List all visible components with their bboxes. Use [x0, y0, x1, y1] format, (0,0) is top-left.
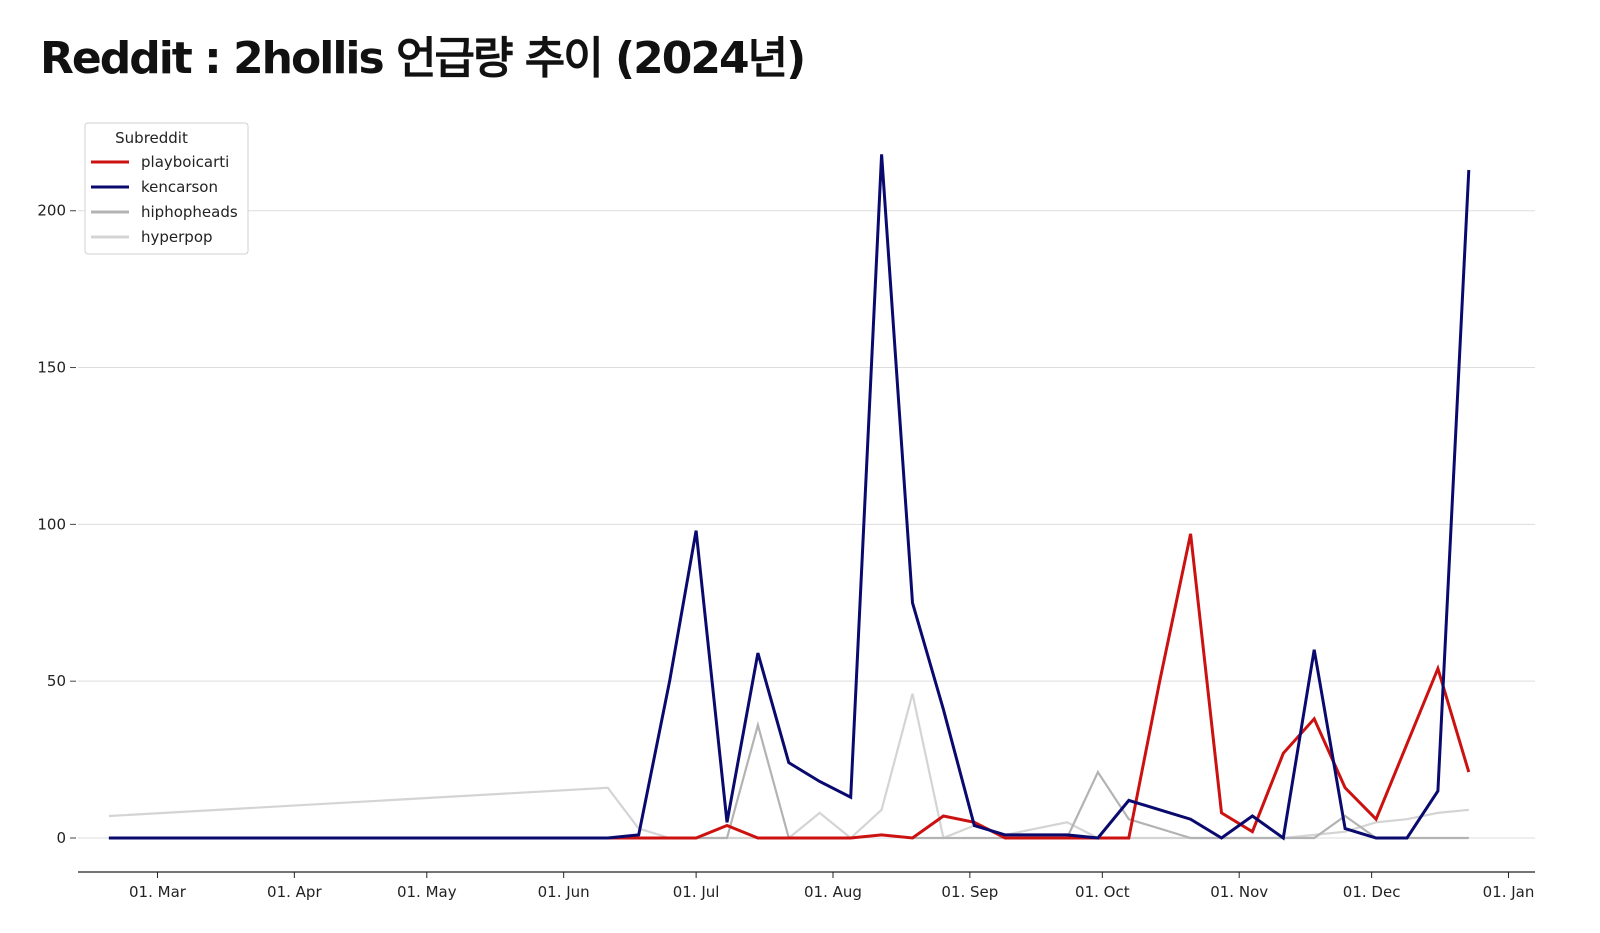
y-tick-label: 0	[56, 829, 66, 847]
legend-label-hiphopheads: hiphopheads	[141, 203, 238, 221]
legend-box	[84, 122, 249, 255]
legend-label-playboicarti: playboicarti	[141, 153, 229, 171]
legend-label-kencarson: kencarson	[141, 178, 218, 196]
series-lines	[108, 154, 1471, 841]
chart-title: Reddit : 2hollis 언급량 추이 (2024년)	[40, 33, 806, 84]
x-tick-label: 01. Jan	[1483, 883, 1535, 901]
legend-label-hyperpop: hyperpop	[141, 228, 213, 246]
x-tick-label: 01. Jul	[673, 883, 720, 901]
axes: 0 50 100 150 200 01. Mar 01. Apr 01. May 01. Jun…	[37, 202, 1535, 901]
x-tick-label: 01. Mar	[129, 883, 187, 901]
series-line-playboicarti	[108, 533, 1471, 840]
x-tick-label: 01. Nov	[1210, 883, 1268, 901]
legend-title: Subreddit	[115, 129, 188, 147]
y-tick-label: 200	[37, 202, 66, 220]
y-tick-label: 150	[37, 359, 66, 377]
series-line-hyperpop	[108, 693, 1469, 840]
x-tick-label: 01. Dec	[1343, 883, 1401, 901]
x-tick-label: 01. May	[397, 883, 457, 901]
x-tick-label: 01. Oct	[1075, 883, 1130, 901]
grid-lines	[78, 210, 1535, 839]
x-tick-label: 01. Aug	[804, 883, 862, 901]
x-tick-label: 01. Apr	[267, 883, 322, 901]
y-tick-label: 100	[37, 515, 66, 533]
x-tick-label: 01. Jun	[538, 883, 590, 901]
x-tick-label: 01. Sep	[941, 883, 998, 901]
legend: Subreddit playboicarti kencarson hiphophead…	[84, 122, 249, 255]
y-tick-label: 50	[47, 672, 66, 690]
series-line-kencarson	[108, 154, 1471, 841]
series-line-hiphopheads	[108, 720, 1469, 840]
